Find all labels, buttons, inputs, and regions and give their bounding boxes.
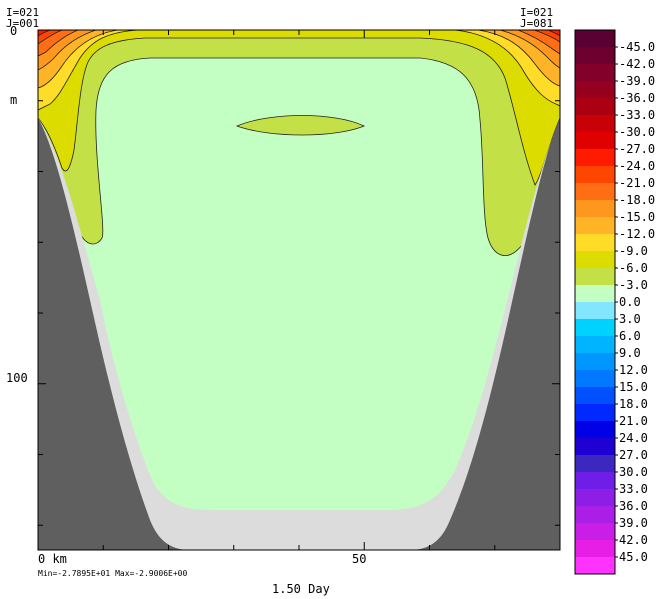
- colorbar-label: -3.0: [619, 278, 648, 292]
- colorbar-label: 3.0: [619, 312, 641, 326]
- colorbar-label: -18.0: [619, 193, 655, 207]
- colorbar-swatch: [575, 455, 615, 472]
- land-region: [38, 118, 190, 550]
- colorbar-swatch: [575, 557, 615, 574]
- colorbar-label: 6.0: [619, 329, 641, 343]
- colorbar-swatch: [575, 370, 615, 387]
- colorbar-swatch: [575, 353, 615, 370]
- y-tick-label-100: 100: [6, 371, 28, 385]
- colorbar-label: 12.0: [619, 363, 648, 377]
- colorbar-label: 36.0: [619, 499, 648, 513]
- colorbar-label: -30.0: [619, 125, 655, 139]
- colorbar-label: 27.0: [619, 448, 648, 462]
- colorbar-swatch: [575, 489, 615, 506]
- colorbar-label: -27.0: [619, 142, 655, 156]
- header-left-i: I=021: [6, 6, 39, 19]
- colorbar-label: -9.0: [619, 244, 648, 258]
- colorbar-label: 9.0: [619, 346, 641, 360]
- colorbar-swatch: [575, 234, 615, 251]
- colorbar-swatch: [575, 302, 615, 319]
- colorbar-swatch: [575, 421, 615, 438]
- colorbar-label: 0.0: [619, 295, 641, 309]
- header-left-j: J=001: [6, 17, 39, 30]
- colorbar-swatch: [575, 30, 615, 47]
- colorbar-label: -21.0: [619, 176, 655, 190]
- colorbar-swatch: [575, 472, 615, 489]
- colorbar-label: 15.0: [619, 380, 648, 394]
- colorbar-swatch: [575, 251, 615, 268]
- colorbar-swatch: [575, 506, 615, 523]
- y-tick-label-0: 0: [10, 24, 17, 38]
- colorbar-frame: [574, 29, 616, 575]
- colorbar-swatch: [575, 98, 615, 115]
- colorbar-swatch: [575, 285, 615, 302]
- colorbar-label: 42.0: [619, 533, 648, 547]
- colorbar-swatch: [575, 81, 615, 98]
- colorbar-swatch: [575, 268, 615, 285]
- colorbar-label: -36.0: [619, 91, 655, 105]
- colorbar-label: 30.0: [619, 465, 648, 479]
- colorbar-label: -24.0: [619, 159, 655, 173]
- colorbar-label: 24.0: [619, 431, 648, 445]
- colorbar-swatch: [575, 47, 615, 64]
- colorbar-swatch: [575, 200, 615, 217]
- contour-band-inner-blob: [235, 115, 365, 136]
- colorbar-label: -42.0: [619, 57, 655, 71]
- colorbar-swatch: [575, 115, 615, 132]
- colorbar: -45.0 -42.0 -39.0 -36.0 -33.0 -30.0 -27.0 -24.0…: [574, 29, 655, 575]
- colorbar-swatch: [575, 540, 615, 557]
- colorbar-swatch: [575, 183, 615, 200]
- colorbar-label: 45.0: [619, 550, 648, 564]
- colorbar-swatch: [575, 336, 615, 353]
- colorbar-swatch: [575, 319, 615, 336]
- x-tick-label-0: 0 km: [38, 552, 67, 566]
- header-right-j: J=081: [520, 17, 553, 30]
- colorbar-label: -12.0: [619, 227, 655, 241]
- colorbar-label: -45.0: [619, 40, 655, 54]
- colorbar-swatch: [575, 523, 615, 540]
- colorbar-label: 21.0: [619, 414, 648, 428]
- header-right-i: I=021: [520, 6, 553, 19]
- colorbar-label: 18.0: [619, 397, 648, 411]
- axis-ticks: [37, 29, 561, 550]
- colorbar-label: -39.0: [619, 74, 655, 88]
- colorbar-label: 39.0: [619, 516, 648, 530]
- colorbar-swatch: [575, 149, 615, 166]
- colorbar-swatch: [575, 64, 615, 81]
- x-tick-label-50: 50: [352, 552, 366, 566]
- colorbar-swatch: [575, 404, 615, 421]
- colorbar-swatch: [575, 217, 615, 234]
- colorbar-label: -33.0: [619, 108, 655, 122]
- colorbar-label: -6.0: [619, 261, 648, 275]
- colorbar-swatch: [575, 387, 615, 404]
- colorbar-swatch: [575, 166, 615, 183]
- colorbar-label: 33.0: [619, 482, 648, 496]
- minmax-label: Min=-2.7895E+01 Max=-2.9006E+00: [38, 569, 187, 578]
- y-unit-label: m: [10, 93, 17, 107]
- land-region-right: [410, 118, 560, 550]
- contour-fills: [38, 30, 560, 550]
- colorbar-swatch: [575, 438, 615, 455]
- time-label: 1.50 Day: [272, 582, 330, 596]
- colorbar-label: -15.0: [619, 210, 655, 224]
- colorbar-swatch: [575, 132, 615, 149]
